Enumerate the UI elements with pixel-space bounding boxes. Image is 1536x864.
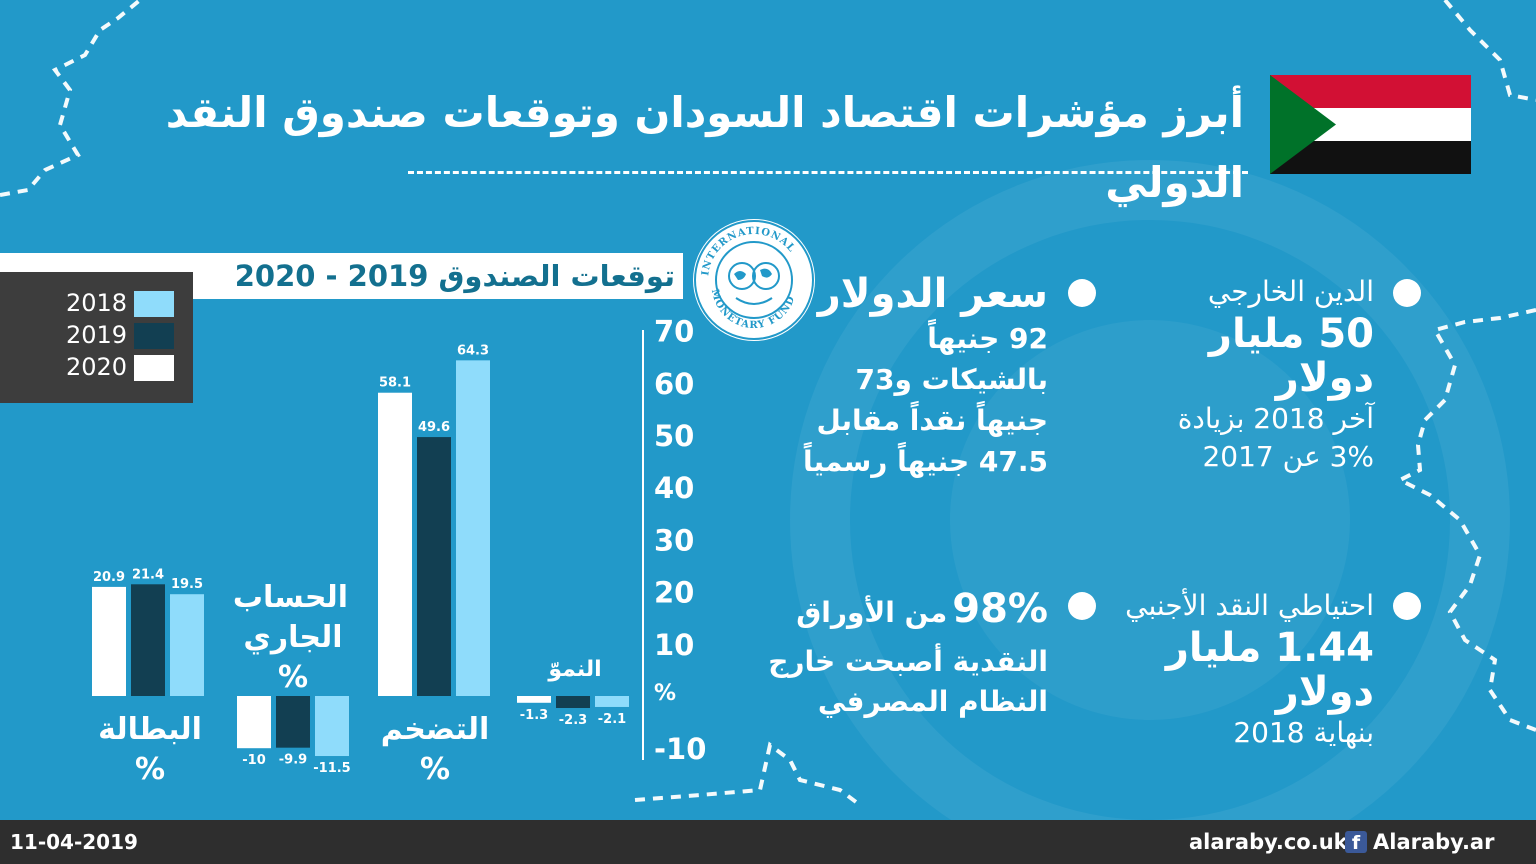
footer-bar: 11-04-2019 alaraby.co.uk f Alaraby.ar [0,820,1536,864]
chart-legend: 2018 2019 2020 [0,272,193,403]
indicator-fx-reserves: احتياطي النقد الأجنبي 1.44 مليار دولار ب… [994,586,1374,752]
legend-swatch-2020 [134,355,174,381]
bar-2020 [378,392,412,696]
y-tick-label: -10 [654,732,706,766]
bullet-debt-icon [1393,279,1421,307]
facebook-icon[interactable]: f [1345,831,1367,854]
banknotes-line-2: النقدية أصبحت خارج [768,645,1048,678]
bar-2019 [131,584,165,696]
bar-value-label: 58.1 [379,376,411,391]
bar-value-label: 19.5 [171,577,203,592]
bar-value-label: 20.9 [93,570,125,585]
debt-label: الدين الخارجي [1207,275,1374,308]
legend-swatch-2018 [134,291,174,317]
dollar-line-1: 92 جنيهاً [927,322,1048,355]
dollar-label: سعر الدولار [817,271,1048,317]
y-tick-label: 60 [654,367,694,401]
bar-2018 [456,360,490,696]
category-unit-unemployment: % [134,752,166,787]
page-title: أبرز مؤشرات اقتصاد السودان وتوقعات صندوق… [165,88,1244,207]
indicator-banknotes: 98% من الأوراق النقدية أصبحت خارج النظام… [708,584,1048,722]
bar-2019 [276,696,310,748]
bullet-reserves-icon [1393,592,1421,620]
category-unit-inflation: % [419,752,451,787]
bar-value-label: -10 [242,753,266,768]
legend-label-2020: 2020 [66,353,128,381]
bar-2020 [92,586,126,696]
bar-2020 [237,696,271,749]
bar-value-label: -1.3 [520,708,548,723]
chart-title: توقعات الصندوق 2019 - 2020 [234,259,675,293]
legend-item-2019: 2019 [0,319,193,351]
category-name-unemployment: البطالة [98,712,202,747]
banknotes-percent: 98% [952,586,1048,632]
y-tick-label: % [654,681,676,706]
debt-currency: دولار [1275,355,1374,401]
category-name-current-account: الحساب الجاري [232,580,348,655]
footer-site-link[interactable]: alaraby.co.uk [1189,830,1348,854]
title-divider [408,171,1248,174]
legend-item-2018: 2018 [0,287,193,319]
category-unit-current-account: % [277,660,309,695]
category-label-inflation: التضخم % [350,710,520,790]
y-tick-label: 40 [654,471,694,505]
debt-amount: 50 مليار [1208,311,1374,357]
bar-2018 [170,594,204,696]
debt-note-2: 3% عن 2017 [1202,440,1374,473]
reserves-currency: دولار [1275,669,1374,715]
bar-2018 [315,696,349,757]
bar-value-label: -9.9 [279,753,307,768]
reserves-note: بنهاية 2018 [1233,716,1374,749]
bar-2018 [595,696,629,707]
category-name-inflation: التضخم [380,712,490,747]
dollar-line-3: جنيهاً نقداً مقابل [816,404,1048,437]
dollar-line-4: 47.5 جنيهاً رسمياً [803,445,1048,478]
legend-item-2020: 2020 [0,351,193,383]
bar-value-label: 49.6 [418,420,450,435]
indicator-external-debt: الدين الخارجي 50 مليار دولار آخر 2018 بز… [1014,272,1374,476]
legend-label-2019: 2019 [66,321,128,349]
reserves-amount: 1.44 مليار [1165,625,1374,671]
bar-value-label: -2.3 [559,713,587,728]
y-tick-label: 10 [654,628,694,662]
bullet-banknotes-icon [1068,592,1096,620]
category-label-unemployment: البطالة % [70,710,230,790]
footer-facebook-link[interactable]: Alaraby.ar [1373,830,1495,854]
y-tick-label: 20 [654,576,694,610]
bullet-dollar-icon [1068,279,1096,307]
bar-2020 [517,696,551,703]
imf-seal-icon: INTERNATIONAL MONETARY FUND [693,219,815,341]
category-label-current-account: الحساب الجاري % [208,578,378,698]
dollar-line-2: بالشيكات و73 [855,363,1048,396]
bar-value-label: 64.3 [457,343,489,358]
y-tick-label: 30 [654,523,694,557]
banknotes-line-1: من الأوراق [796,596,948,629]
bar-value-label: -2.1 [598,712,626,727]
category-label-growth: النموّ [520,650,630,690]
bar-2019 [556,696,590,709]
bar-value-label: -11.5 [313,761,350,776]
bar-2019 [417,437,451,696]
legend-swatch-2019 [134,323,174,349]
y-tick-label: 70 [654,315,694,349]
banknotes-line-3: النظام المصرفي [817,685,1048,718]
sudan-flag-icon [1270,75,1471,174]
category-name-growth: النموّ [548,657,602,682]
bar-value-label: 21.4 [132,567,164,582]
reserves-label: احتياطي النقد الأجنبي [1125,589,1374,622]
debt-note-1: آخر 2018 بزيادة [1177,402,1374,435]
legend-label-2018: 2018 [66,289,128,317]
y-tick-label: 50 [654,419,694,453]
indicator-dollar-rate: سعر الدولار 92 جنيهاً بالشيكات و73 جنيها… [708,270,1048,482]
footer-date: 11-04-2019 [10,830,138,854]
